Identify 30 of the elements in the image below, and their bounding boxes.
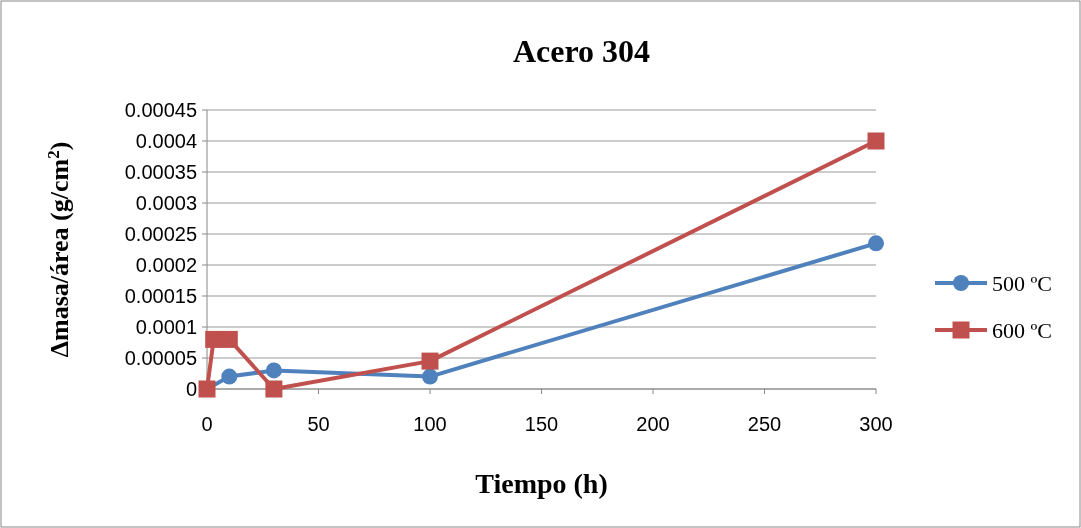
legend-label: 600 ºC	[992, 317, 1052, 343]
legend-label: 500 ºC	[992, 270, 1052, 296]
point	[422, 368, 438, 385]
point	[221, 368, 238, 385]
chart-title: Acero 304	[512, 33, 651, 69]
y-tick-label: 0.0001	[135, 316, 197, 338]
point	[265, 362, 282, 379]
x-tick-label: 0	[201, 413, 213, 435]
x-tick-label: 100	[413, 413, 447, 435]
point	[867, 132, 885, 150]
x-tick-label: 300	[859, 413, 893, 435]
point	[868, 235, 884, 252]
x-axis-title: Tiempo (h)	[475, 468, 608, 499]
point	[265, 380, 283, 398]
point	[220, 330, 238, 348]
y-tick-label: 0.0003	[135, 192, 197, 214]
y-tick-label: 0.00035	[124, 161, 197, 183]
x-tick-label: 250	[747, 413, 782, 435]
x-tick-label: 200	[636, 413, 670, 435]
y-tick-label: 0.0004	[135, 130, 197, 152]
y-tick-label: 0.00015	[124, 285, 197, 307]
point	[421, 352, 439, 370]
x-tick-label: 50	[307, 413, 330, 435]
point	[205, 330, 223, 348]
y-tick-label: 0.00005	[124, 347, 197, 369]
x-tick-label: 150	[524, 413, 559, 435]
y-tick-label: 0.00025	[124, 223, 197, 245]
y-tick-label: 0	[185, 378, 197, 400]
y-tick-label: 0.00045	[124, 99, 197, 121]
y-tick-label: 0.0002	[135, 254, 197, 276]
